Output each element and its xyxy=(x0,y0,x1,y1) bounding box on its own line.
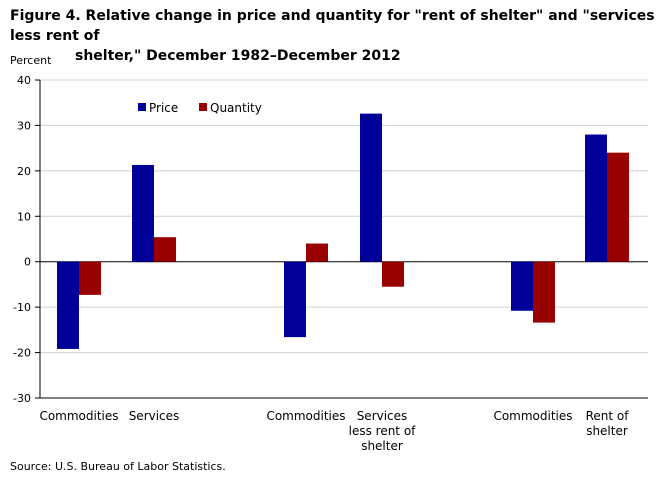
bar-price-0 xyxy=(57,261,79,349)
y-tick-labels: 40 30 20 10 0 -10 -20 -30 xyxy=(13,74,31,405)
y-tick-label: 20 xyxy=(17,165,31,178)
x-category-label: shelter xyxy=(586,424,628,438)
gridlines xyxy=(40,79,648,354)
bar-quantity-3 xyxy=(382,261,404,287)
bar-price-4 xyxy=(511,261,533,311)
bar-price-2 xyxy=(284,261,306,338)
bar-price-5 xyxy=(585,134,607,262)
source-note: Source: U.S. Bureau of Labor Statistics. xyxy=(10,460,226,473)
bar-quantity-0 xyxy=(79,261,101,295)
legend-swatch-quantity xyxy=(199,103,207,111)
legend-label-price: Price xyxy=(149,101,178,115)
x-category-label: Services xyxy=(129,409,180,423)
bar-quantity-1 xyxy=(154,237,176,262)
chart-title: Figure 4. Relative change in price and q… xyxy=(10,6,665,66)
bars xyxy=(57,113,629,349)
x-category-label: shelter xyxy=(361,439,403,453)
bar-quantity-2 xyxy=(306,243,328,262)
x-category-label: less rent of xyxy=(349,424,417,438)
y-tick-label: 0 xyxy=(24,256,31,269)
bar-price-3 xyxy=(360,113,382,262)
y-tick-label: -30 xyxy=(13,392,31,405)
y-tick-label: 30 xyxy=(17,119,31,132)
x-category-label: Commodities xyxy=(266,409,345,423)
axes xyxy=(35,79,648,399)
x-category-label: Services xyxy=(357,409,408,423)
y-tick-label: -10 xyxy=(13,301,31,314)
y-tick-label: 10 xyxy=(17,210,31,223)
bar-price-1 xyxy=(132,164,154,262)
legend-label-quantity: Quantity xyxy=(210,101,262,115)
y-tick-label: 40 xyxy=(17,74,31,87)
chart-title-line-1: Figure 4. Relative change in price and q… xyxy=(10,8,655,44)
x-category-label: Commodities xyxy=(39,409,118,423)
legend-swatch-price xyxy=(138,103,146,111)
bar-quantity-5 xyxy=(607,152,629,262)
bar-quantity-4 xyxy=(533,261,555,323)
chart-title-line-2: shelter," December 1982–December 2012 xyxy=(75,48,401,64)
legend: Price Quantity xyxy=(138,101,262,115)
y-axis-label: Percent xyxy=(10,54,52,67)
x-category-label: Rent of xyxy=(586,409,630,423)
y-tick-label: -20 xyxy=(13,347,31,360)
category-labels: Commodities Services Commodities Servicesle… xyxy=(39,409,629,453)
x-category-label: Commodities xyxy=(493,409,572,423)
